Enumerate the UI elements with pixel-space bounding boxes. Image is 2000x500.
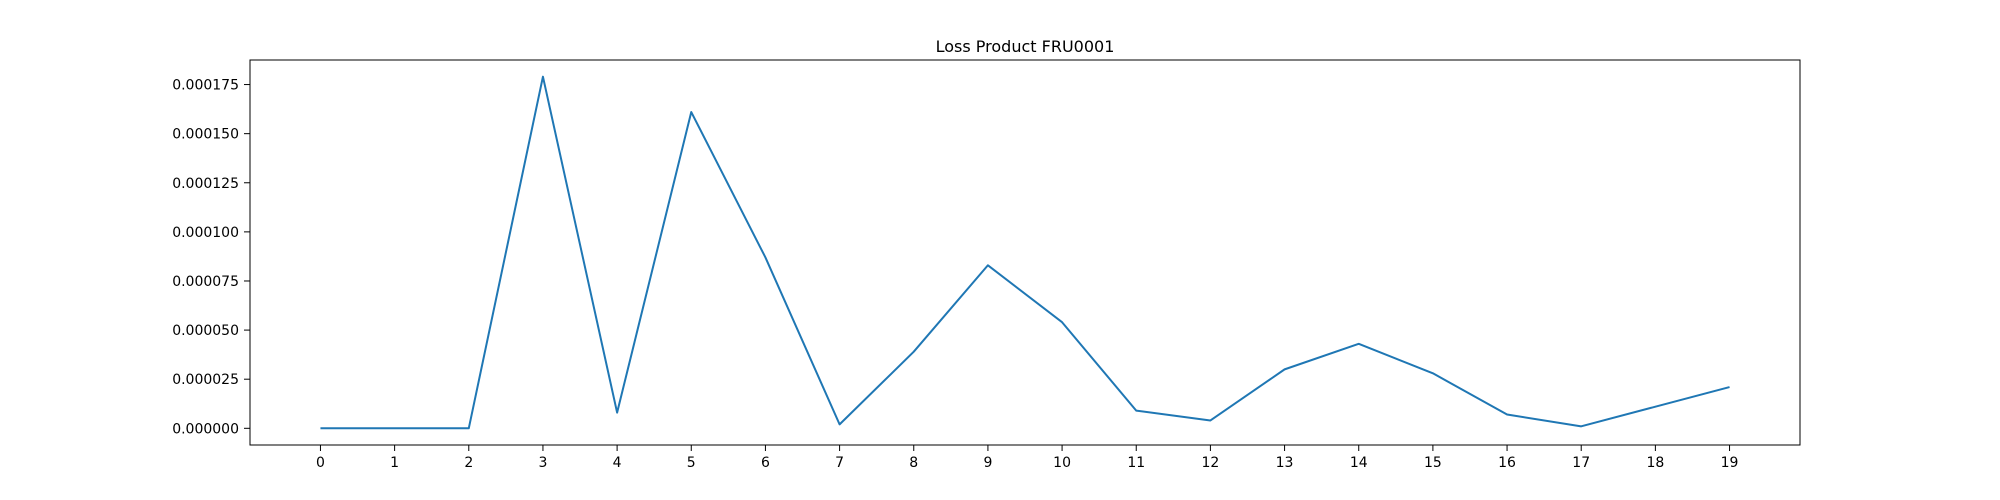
x-tick-label: 0 [316,455,325,471]
y-tick-label: 0.000075 [172,274,239,290]
x-tick-label: 17 [1572,455,1590,471]
x-tick-label: 13 [1276,455,1294,471]
x-tick-label: 3 [538,455,547,471]
y-axis: 0.000000 0.000025 0.000050 0.000075 0.000100… [172,78,250,437]
x-tick-label: 6 [761,455,770,471]
y-tick-label: 0.000175 [172,78,239,94]
x-tick-label: 4 [613,455,622,471]
series-line [320,75,1730,430]
y-tick-label: 0.000050 [172,323,239,339]
x-axis: 0 1 2 3 4 5 6 7 8 9 10 11 12 13 14 15 16 17 18 19 [316,445,1738,471]
x-tick-label: 7 [835,455,844,471]
x-tick-label: 5 [687,455,696,471]
y-tick-label: 0.000100 [172,225,239,241]
x-tick-label: 12 [1201,455,1219,471]
x-tick-label: 10 [1053,455,1071,471]
y-tick-label: 0.000125 [172,176,239,192]
x-tick-label: 14 [1350,455,1368,471]
x-tick-label: 9 [983,455,992,471]
series-layer [320,75,1730,430]
y-tick-label: 0.000025 [172,372,239,388]
y-tick-label: 0.000000 [172,421,239,437]
chart-title: Loss Product FRU0001 [936,37,1115,56]
plot-area-frame [249,59,1801,446]
x-tick-label: 19 [1721,455,1739,471]
x-tick-label: 8 [909,455,918,471]
y-tick-label: 0.000150 [172,127,239,143]
x-tick-label: 16 [1498,455,1516,471]
x-tick-label: 18 [1646,455,1664,471]
x-tick-label: 11 [1127,455,1145,471]
x-tick-label: 15 [1424,455,1442,471]
x-tick-label: 1 [390,455,399,471]
x-tick-label: 2 [464,455,473,471]
